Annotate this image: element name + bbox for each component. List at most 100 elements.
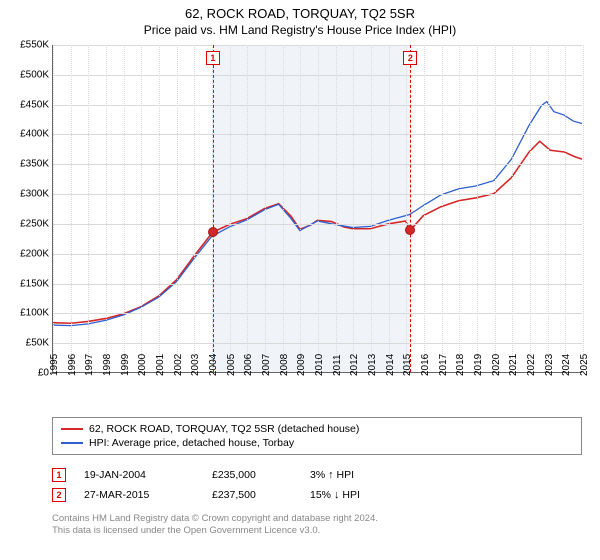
- x-gridline: [247, 45, 248, 372]
- x-gridline: [318, 45, 319, 372]
- x-axis-label: 2010: [314, 354, 325, 376]
- y-axis-label: £100K: [20, 308, 53, 319]
- y-axis-label: £450K: [20, 99, 53, 110]
- x-gridline: [353, 45, 354, 372]
- sale-marker-line: [213, 45, 214, 372]
- x-axis-label: 1996: [67, 354, 78, 376]
- x-gridline: [583, 45, 584, 372]
- x-axis-label: 2020: [491, 354, 502, 376]
- x-gridline: [124, 45, 125, 372]
- x-axis-label: 2003: [190, 354, 201, 376]
- sale-row-delta: 3% ↑ HPI: [310, 469, 420, 481]
- x-gridline: [548, 45, 549, 372]
- x-gridline: [424, 45, 425, 372]
- x-axis-label: 2023: [544, 354, 555, 376]
- arrow-up-icon: ↑: [328, 469, 334, 481]
- x-axis-label: 2017: [438, 354, 449, 376]
- y-axis-label: £550K: [20, 40, 53, 51]
- x-axis-label: 2018: [455, 354, 466, 376]
- x-gridline: [300, 45, 301, 372]
- sale-row-date: 19-JAN-2004: [84, 469, 194, 481]
- x-axis-label: 2005: [226, 354, 237, 376]
- x-gridline: [283, 45, 284, 372]
- x-axis-label: 2009: [296, 354, 307, 376]
- sales-table: 1 19-JAN-2004 £235,000 3% ↑ HPI 2 27-MAR-2015…: [52, 465, 582, 505]
- x-axis-label: 2006: [243, 354, 254, 376]
- page-subtitle: Price paid vs. HM Land Registry's House …: [10, 23, 590, 37]
- x-gridline: [159, 45, 160, 372]
- footer-line1: Contains HM Land Registry data © Crown c…: [52, 513, 582, 525]
- sale-row-date: 27-MAR-2015: [84, 489, 194, 501]
- x-axis-label: 2012: [349, 354, 360, 376]
- x-gridline: [106, 45, 107, 372]
- x-gridline: [371, 45, 372, 372]
- sale-row: 1 19-JAN-2004 £235,000 3% ↑ HPI: [52, 465, 582, 485]
- legend-label-property: 62, ROCK ROAD, TORQUAY, TQ2 5SR (detache…: [89, 423, 359, 435]
- sale-row-flag: 1: [52, 468, 66, 482]
- x-gridline: [442, 45, 443, 372]
- sale-row-flag: 2: [52, 488, 66, 502]
- footer-line2: This data is licensed under the Open Gov…: [52, 525, 582, 537]
- x-axis-label: 2011: [332, 354, 343, 376]
- sale-row: 2 27-MAR-2015 £237,500 15% ↓ HPI: [52, 485, 582, 505]
- x-axis-label: 1998: [102, 354, 113, 376]
- x-axis-label: 2002: [173, 354, 184, 376]
- x-axis-label: 2007: [261, 354, 272, 376]
- y-axis-label: £300K: [20, 189, 53, 200]
- x-gridline: [88, 45, 89, 372]
- page-title: 62, ROCK ROAD, TORQUAY, TQ2 5SR: [10, 6, 590, 21]
- x-gridline: [459, 45, 460, 372]
- y-axis-label: £200K: [20, 248, 53, 259]
- x-axis-label: 2013: [367, 354, 378, 376]
- chart-area: £0£50K£100K£150K£200K£250K£300K£350K£400…: [52, 45, 582, 393]
- x-axis-label: 2025: [579, 354, 590, 376]
- x-gridline: [141, 45, 142, 372]
- x-axis-label: 2022: [526, 354, 537, 376]
- legend: 62, ROCK ROAD, TORQUAY, TQ2 5SR (detache…: [52, 417, 582, 455]
- y-axis-label: £50K: [26, 338, 53, 349]
- x-gridline: [71, 45, 72, 372]
- x-gridline: [530, 45, 531, 372]
- x-axis-label: 1999: [120, 354, 131, 376]
- x-gridline: [230, 45, 231, 372]
- sale-row-delta: 15% ↓ HPI: [310, 489, 420, 501]
- sale-flag: 1: [206, 51, 220, 65]
- footer-attribution: Contains HM Land Registry data © Crown c…: [52, 513, 582, 538]
- legend-item-property: 62, ROCK ROAD, TORQUAY, TQ2 5SR (detache…: [61, 422, 573, 436]
- legend-swatch-hpi: [61, 442, 83, 444]
- x-gridline: [53, 45, 54, 372]
- x-gridline: [177, 45, 178, 372]
- y-axis-label: £250K: [20, 218, 53, 229]
- x-gridline: [265, 45, 266, 372]
- x-axis-label: 2024: [561, 354, 572, 376]
- x-axis-label: 2008: [279, 354, 290, 376]
- plot-region: £0£50K£100K£150K£200K£250K£300K£350K£400…: [52, 45, 582, 373]
- x-axis-label: 2014: [385, 354, 396, 376]
- x-axis-label: 2015: [402, 354, 413, 376]
- x-gridline: [477, 45, 478, 372]
- x-axis-label: 2000: [137, 354, 148, 376]
- sale-flag: 2: [403, 51, 417, 65]
- x-gridline: [565, 45, 566, 372]
- x-axis-label: 1997: [84, 354, 95, 376]
- x-axis-label: 1995: [49, 354, 60, 376]
- x-gridline: [406, 45, 407, 372]
- x-gridline: [512, 45, 513, 372]
- y-axis-label: £150K: [20, 278, 53, 289]
- x-axis-label: 2016: [420, 354, 431, 376]
- y-axis-label: £500K: [20, 69, 53, 80]
- x-gridline: [495, 45, 496, 372]
- x-gridline: [336, 45, 337, 372]
- sale-price-dot: [405, 225, 415, 235]
- sale-marker-line: [410, 45, 411, 372]
- x-axis-label: 2001: [155, 354, 166, 376]
- arrow-down-icon: ↓: [334, 489, 340, 501]
- legend-item-hpi: HPI: Average price, detached house, Torb…: [61, 436, 573, 450]
- x-axis-label: 2019: [473, 354, 484, 376]
- x-gridline: [194, 45, 195, 372]
- sale-row-price: £237,500: [212, 489, 292, 501]
- legend-swatch-property: [61, 428, 83, 430]
- sale-row-price: £235,000: [212, 469, 292, 481]
- legend-label-hpi: HPI: Average price, detached house, Torb…: [89, 437, 294, 449]
- y-axis-label: £400K: [20, 129, 53, 140]
